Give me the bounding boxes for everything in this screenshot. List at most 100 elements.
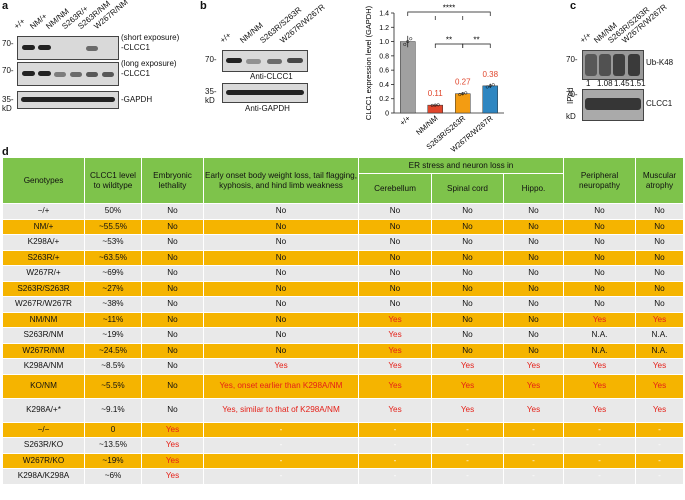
table-cell: No: [503, 296, 564, 313]
table-row: W267R/W267R ~38% No No No No No No No: [2, 296, 684, 313]
table-cell: NM/NM: [2, 311, 85, 328]
data-point: [458, 92, 462, 97]
table-cell: No: [635, 296, 684, 313]
data-point: [461, 92, 465, 96]
table-cell: -: [635, 437, 684, 454]
table-row: NM/NM ~11% No No Yes No No Yes Yes: [2, 311, 684, 328]
data-point: [430, 103, 434, 108]
bar-value-label: 0.27: [455, 78, 471, 87]
table-cell: No: [141, 373, 204, 399]
table-cell: S263R/KO: [2, 437, 85, 454]
table-cell: ~19%: [84, 452, 142, 469]
table-cell: No: [563, 265, 636, 282]
table-cell: 50%: [84, 203, 142, 220]
table-cell: -: [503, 437, 564, 454]
label-ub-k48: Ub-K48: [646, 58, 674, 67]
blot-a-short: [17, 36, 119, 60]
table-cell: No: [431, 280, 504, 297]
blot-a-long: [17, 62, 119, 86]
table-cell: Yes: [635, 373, 684, 399]
header-hippo: Hippo.: [503, 173, 564, 204]
data-point: [409, 37, 413, 41]
phenotype-table: Genotypes CLCC1 level to wildtype Embryo…: [2, 157, 684, 485]
table-cell: W267R/+: [2, 265, 85, 282]
table-cell: No: [358, 280, 432, 297]
table-cell: Yes: [358, 358, 432, 375]
table-cell: No: [203, 234, 359, 251]
table-cell: ~69%: [84, 265, 142, 282]
table-cell: No: [203, 342, 359, 359]
table-cell: Yes: [203, 358, 359, 375]
table-cell: No: [358, 218, 432, 235]
x-tick-label: NM/NM: [414, 114, 439, 137]
y-tick-label: 1.2: [379, 25, 389, 32]
y-tick-label: 0.8: [379, 53, 389, 60]
table-cell: No: [503, 342, 564, 359]
table-cell: No: [358, 296, 432, 313]
ratio-4: 1.51: [630, 79, 646, 88]
blot-c-clcc1: [582, 89, 644, 121]
mw-b-35: 35-: [205, 87, 217, 96]
table-cell: -: [358, 421, 432, 438]
table-cell: No: [431, 249, 504, 266]
label-clcc1-a2: -CLCC1: [121, 69, 150, 78]
label-anti-gapdh: Anti-GAPDH: [245, 104, 290, 113]
table-row: W267R/NM ~24.5% No No Yes No No N.A. N.A.: [2, 342, 684, 359]
table-cell: -: [358, 437, 432, 454]
table-cell: No: [141, 265, 204, 282]
table-row: K298A/NM ~8.5% No Yes Yes Yes Yes Yes Yes: [2, 358, 684, 375]
header-genotypes: Genotypes: [2, 157, 85, 204]
significance-bracket: [462, 43, 491, 48]
table-cell: Yes: [503, 358, 564, 375]
table-row: −/− 0 Yes - - - - - -: [2, 421, 684, 438]
table-cell: Yes: [358, 373, 432, 399]
table-cell: -: [563, 468, 636, 485]
blot-b-clcc1: [222, 50, 308, 72]
table-cell: No: [141, 296, 204, 313]
clcc1-bar-chart: 0 0.2 0.4 0.6 0.8 1.0 1.2 1.4 CLCC1 expression l…: [364, 4, 504, 154]
data-point: [464, 91, 468, 95]
table-cell: ~55.5%: [84, 218, 142, 235]
table-cell: S263R/NM: [2, 327, 85, 344]
table-row: S263R/+ ~63.5% No No No No No No No: [2, 249, 684, 266]
y-tick-label: 1.4: [379, 11, 389, 18]
table-cell: Yes: [503, 373, 564, 399]
table-cell: ~24.5%: [84, 342, 142, 359]
table-cell: Yes: [141, 468, 204, 485]
x-tick-label: +/+: [398, 113, 413, 127]
bar-value-label: 0.11: [428, 89, 444, 98]
blot-a-gapdh: [17, 91, 119, 109]
table-cell: No: [635, 249, 684, 266]
table-cell: No: [431, 265, 504, 282]
table-cell: No: [358, 234, 432, 251]
table-cell: N.A.: [563, 327, 636, 344]
table-cell: No: [635, 203, 684, 220]
ratio-2: 1.08: [597, 79, 613, 88]
table-cell: Yes: [358, 311, 432, 328]
header-er-group: ER stress and neuron loss in: [358, 157, 564, 174]
panel-b-letter: b: [200, 0, 207, 12]
table-cell: ~19%: [84, 327, 142, 344]
table-cell: K298A/NM: [2, 358, 85, 375]
table-cell: Yes: [358, 342, 432, 359]
significance-label: ****: [443, 4, 455, 13]
table-cell: -: [635, 421, 684, 438]
table-cell: No: [141, 234, 204, 251]
y-tick-label: 1.0: [379, 39, 389, 46]
header-lethality: Embryonic lethality: [141, 157, 204, 204]
table-cell: K298A/K298A: [2, 468, 85, 485]
blot-b-gapdh: [222, 83, 308, 103]
label-gapdh-a: -GAPDH: [121, 95, 153, 104]
table-cell: Yes: [563, 358, 636, 375]
table-cell: Yes: [141, 437, 204, 454]
table-cell: ~5.5%: [84, 373, 142, 399]
table-cell: Yes: [563, 397, 636, 423]
table-cell: No: [358, 203, 432, 220]
table-cell: -: [358, 452, 432, 469]
table-cell: ~38%: [84, 296, 142, 313]
table-row: W267R/KO ~19% Yes - - - - - -: [2, 452, 684, 469]
ratio-1: 1: [586, 79, 591, 88]
table-cell: No: [358, 249, 432, 266]
table-cell: No: [141, 203, 204, 220]
table-cell: No: [141, 397, 204, 423]
